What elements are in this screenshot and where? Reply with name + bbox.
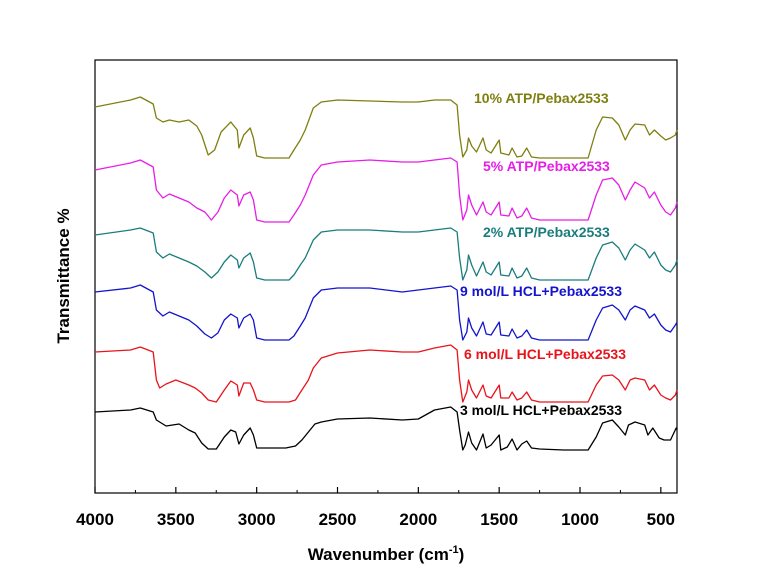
x-tick-label: 500	[647, 510, 675, 529]
series-line-2	[94, 344, 678, 403]
series-label-6: 10% ATP/Pebax2533	[474, 90, 609, 106]
plot-area-frame	[94, 59, 678, 494]
series-labels: 3 mol/L HCL+Pebax2533 6 mol/L HCL+Pebax25…	[460, 90, 626, 418]
x-tick-label: 1000	[561, 510, 599, 529]
series-label-5: 5% ATP/Pebax2533	[483, 158, 610, 174]
x-tick-label: 2000	[399, 510, 437, 529]
series-line-1	[94, 406, 678, 451]
series-line-5	[94, 157, 678, 223]
x-tick-label: 3500	[157, 510, 195, 529]
x-tick-label: 1500	[480, 510, 518, 529]
x-axis-title-main: Wavenumber (cm	[308, 545, 449, 564]
x-tick-label: 4000	[76, 510, 114, 529]
x-axis-title: Wavenumber (cm-1)	[308, 544, 465, 564]
series-label-3: 9 mol/L HCL+Pebax2533	[460, 283, 622, 299]
series-label-1: 3 mol/L HCL+Pebax2533	[460, 402, 622, 418]
x-tick-label: 2500	[319, 510, 357, 529]
x-axis-title-superscript: -1	[449, 544, 459, 556]
series-label-4: 2% ATP/Pebax2533	[483, 224, 610, 240]
x-axis-title-close: )	[459, 545, 465, 564]
series-group	[94, 96, 678, 451]
series-line-4	[94, 227, 678, 281]
x-tick-label: 3000	[238, 510, 276, 529]
x-axis-ticks: 4000 3500 3000 2500 2000 1500 1000 500	[76, 487, 675, 529]
y-axis-title: Transmittance %	[54, 208, 73, 343]
series-line-3	[94, 284, 678, 341]
series-label-2: 6 mol/L HCL+Pebax2533	[464, 346, 626, 362]
series-line-6	[94, 96, 678, 159]
